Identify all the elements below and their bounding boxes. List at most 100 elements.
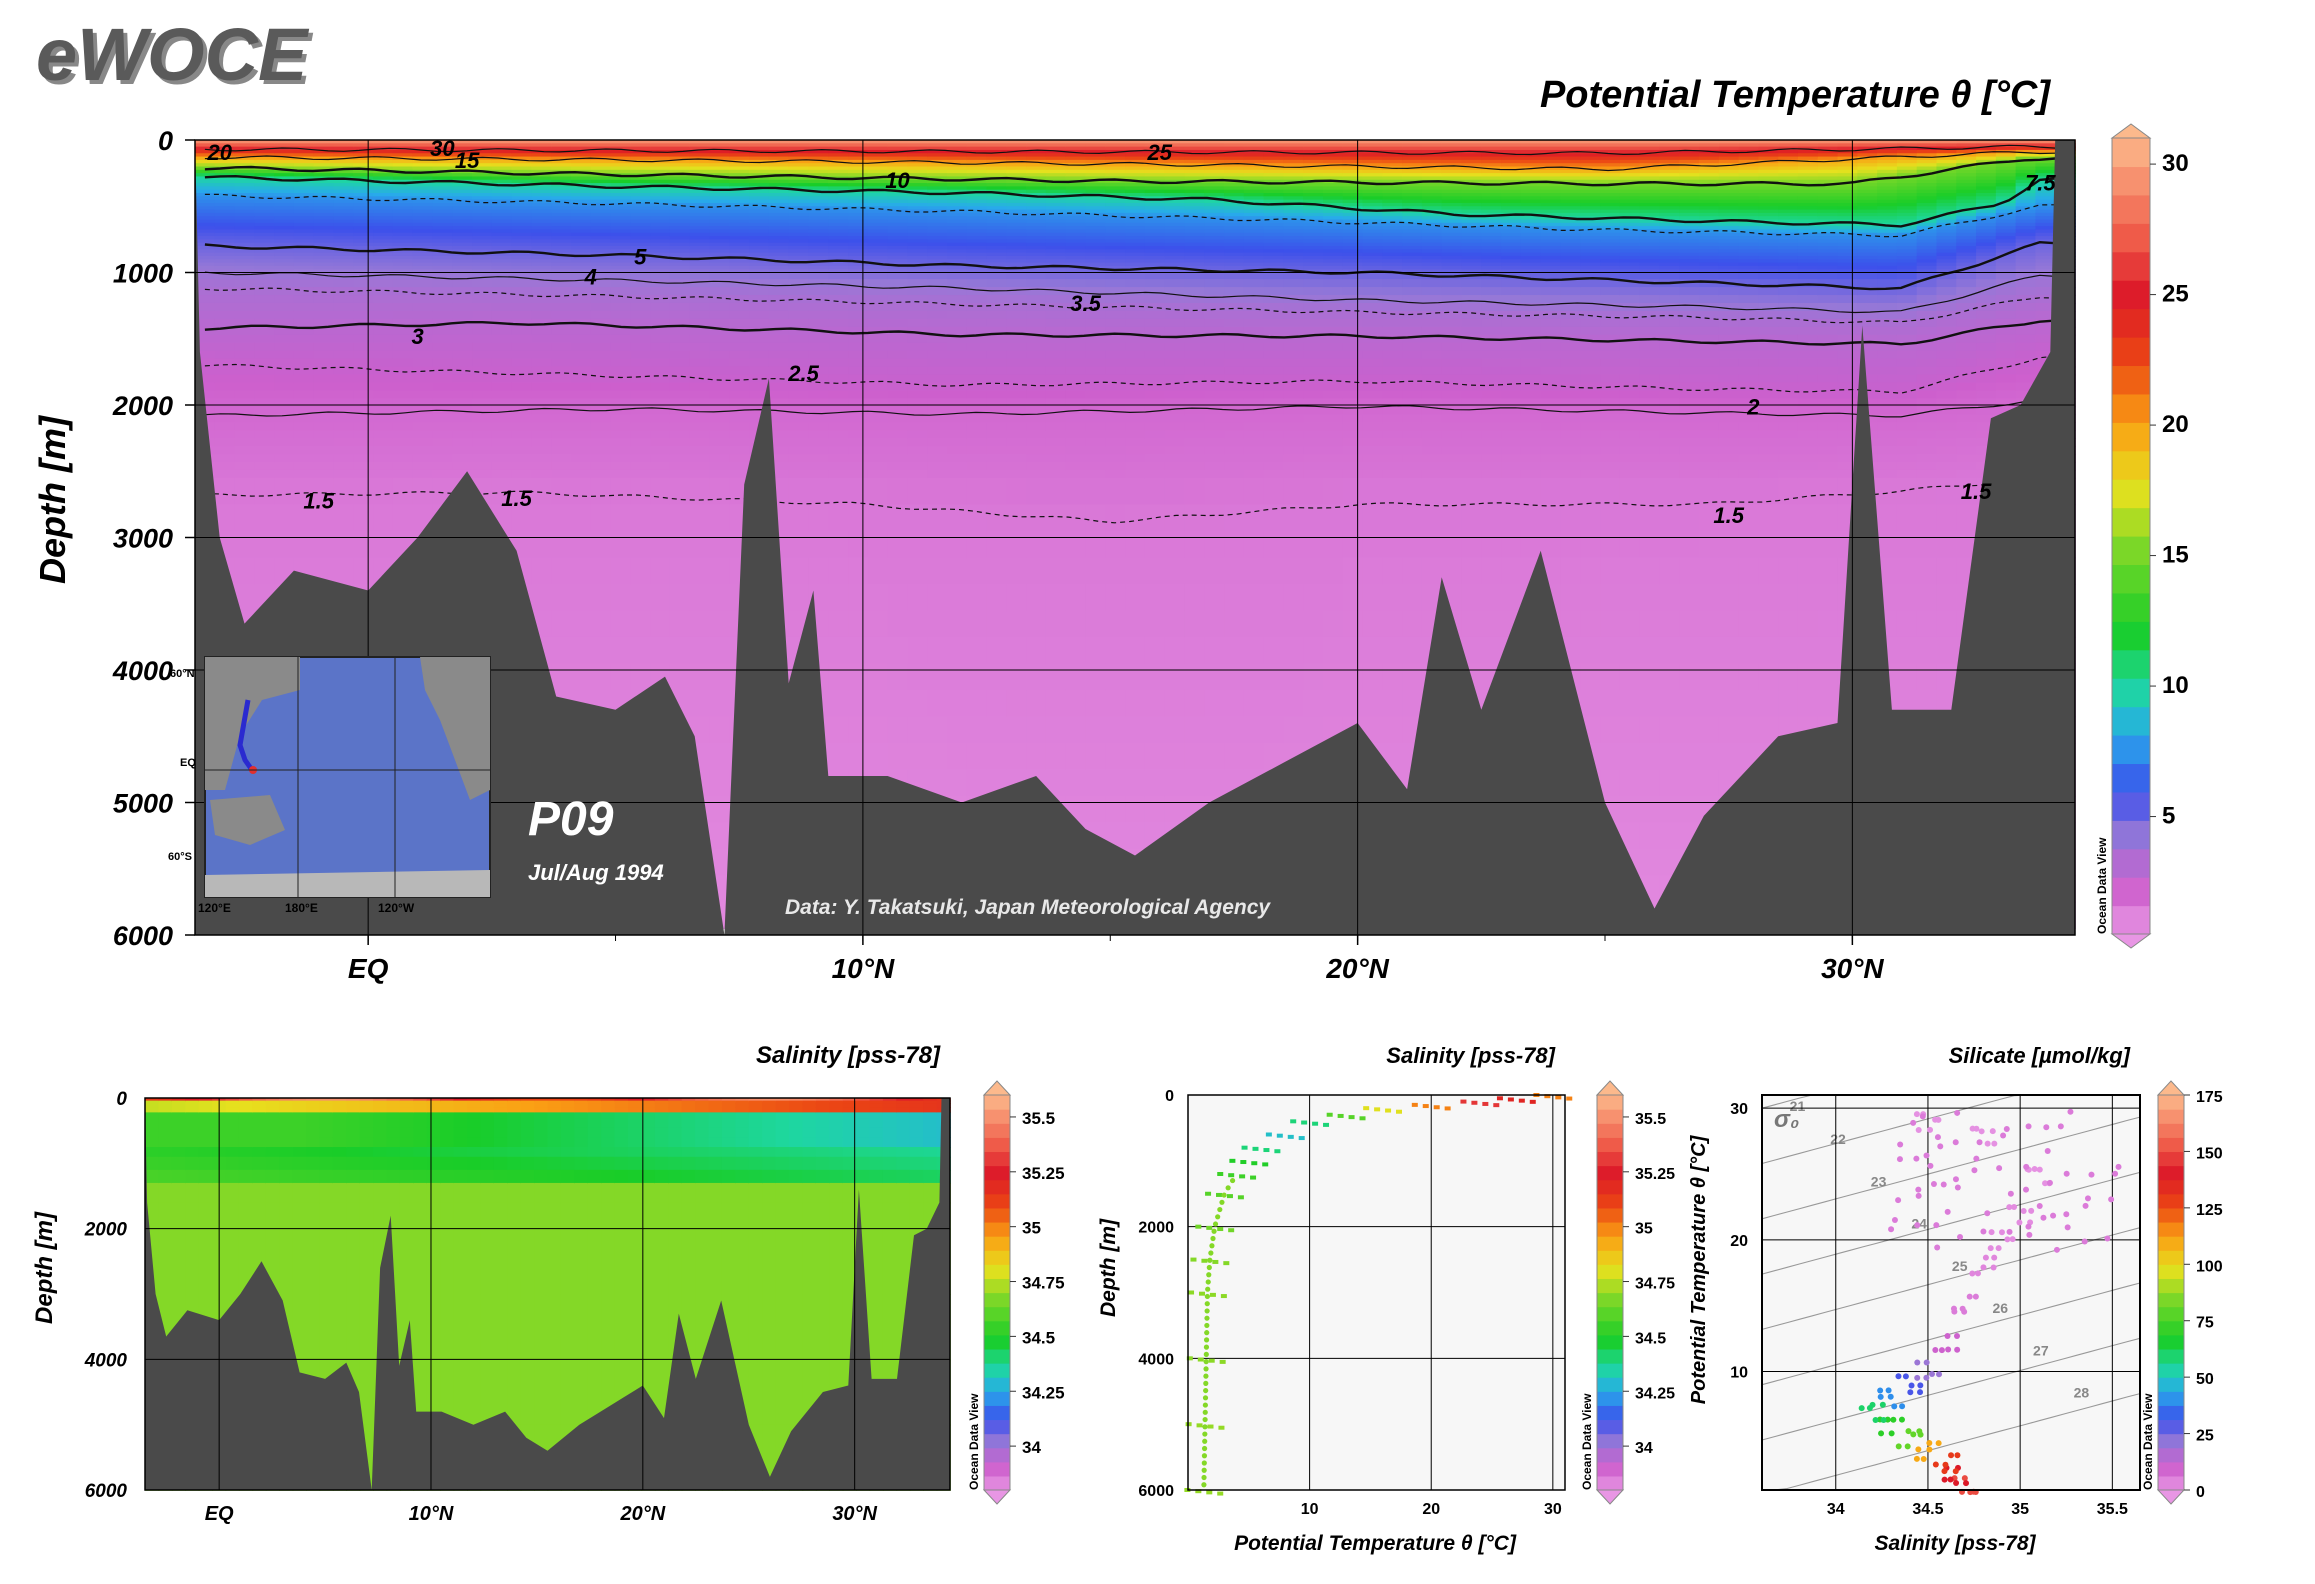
main-field-cell	[254, 232, 275, 237]
main-field-cell	[1283, 239, 1305, 244]
main-field-cell	[610, 269, 632, 274]
main-field-cell	[788, 477, 810, 506]
main-field-cell	[1026, 469, 1047, 479]
main-field-cell	[1184, 769, 1206, 797]
main-field-cell	[571, 196, 592, 201]
main-field-cell	[1164, 252, 1186, 257]
main-field-cell	[1065, 414, 1087, 424]
main-field-cell	[1342, 302, 1364, 312]
main-field-cell	[848, 229, 869, 234]
main-field-cell	[887, 269, 909, 274]
main-field-cell	[867, 202, 889, 208]
main-field-cell	[1065, 226, 1087, 231]
main-field-cell	[1323, 398, 1344, 408]
main-field-cell	[1362, 636, 1384, 665]
main-field-cell	[1006, 252, 1027, 257]
main-field-cell	[966, 149, 988, 155]
main-field-cell	[1026, 149, 1047, 155]
main-field-cell	[1045, 742, 1067, 771]
main-field-cell	[1323, 176, 1344, 181]
main-field-cell	[927, 287, 948, 296]
main-field-cell	[947, 398, 968, 408]
main-field-cell	[1144, 252, 1166, 257]
main-field-cell	[1164, 146, 1186, 151]
main-field-cell	[491, 342, 513, 352]
main-field-cell	[392, 366, 414, 376]
main-field-cell	[966, 302, 988, 312]
main-field-cell	[313, 229, 335, 234]
main-field-cell	[1065, 318, 1087, 328]
main-field-cell	[907, 232, 929, 237]
main-field-cell	[1303, 326, 1324, 336]
main-field-cell	[333, 212, 355, 217]
main-field-cell	[1125, 140, 1146, 145]
main-field-cell	[669, 212, 691, 217]
main-field-cell	[927, 219, 948, 224]
main-field-cell	[1105, 206, 1126, 211]
main-field-cell	[986, 183, 1008, 188]
main-field-cell	[1263, 140, 1285, 145]
main-field-cell	[1006, 302, 1027, 312]
main-field-cell	[214, 398, 236, 408]
main-field-cell	[986, 149, 1008, 155]
main-field-cell	[1045, 193, 1067, 198]
main-field-cell	[749, 310, 770, 320]
main-field-cell	[887, 186, 909, 191]
main-field-cell	[749, 272, 770, 280]
main-field-cell	[650, 199, 671, 204]
main-field-cell	[927, 176, 948, 181]
main-field-cell	[313, 265, 335, 270]
main-field-cell	[1105, 262, 1126, 267]
main-field-cell	[650, 242, 671, 247]
main-field-cell	[1283, 242, 1305, 247]
main-field-cell	[630, 366, 651, 376]
main-field-cell	[1144, 422, 1166, 431]
main-field-cell	[531, 504, 553, 532]
main-field-cell	[254, 454, 275, 463]
main-field-cell	[472, 287, 493, 296]
main-field-cell	[254, 350, 275, 360]
main-field-cell	[610, 366, 632, 376]
main-field-cell	[491, 193, 513, 198]
main-field-cell	[511, 232, 533, 237]
main-field-cell	[1164, 259, 1186, 264]
main-field-cell	[1026, 255, 1047, 261]
main-field-cell	[1164, 140, 1186, 145]
main-field-cell	[333, 469, 355, 479]
main-field-cell	[1105, 229, 1126, 234]
main-field-cell	[293, 310, 315, 320]
main-field-cell	[392, 318, 414, 328]
main-field-cell	[531, 222, 553, 227]
main-field-cell	[571, 229, 592, 234]
main-field-cell	[511, 469, 533, 479]
main-field-cell	[1065, 295, 1087, 304]
main-field-cell	[1362, 406, 1384, 416]
main-field-cell	[788, 183, 810, 188]
main-field-cell	[392, 229, 414, 234]
main-field-cell	[966, 279, 988, 288]
main-field-cell	[808, 430, 830, 439]
main-field-cell	[1105, 310, 1126, 320]
main-field-cell	[788, 193, 810, 198]
main-field-cell	[1045, 189, 1067, 194]
main-field-cell	[966, 530, 988, 559]
main-field-cell	[531, 212, 553, 217]
main-field-cell	[1303, 193, 1324, 198]
main-field-cell	[1026, 610, 1047, 638]
main-field-cell	[729, 302, 750, 312]
main-field-cell	[867, 255, 889, 261]
main-field-cell	[392, 202, 414, 208]
main-field-cell	[986, 398, 1008, 408]
main-field-cell	[669, 159, 691, 164]
main-field-cell	[373, 530, 394, 559]
main-field-cell	[1323, 206, 1344, 211]
main-field-cell	[1323, 239, 1344, 244]
main-field-cell	[966, 242, 988, 247]
main-field-cell	[472, 236, 493, 241]
main-field-cell	[1144, 334, 1166, 344]
main-field-cell	[1303, 239, 1324, 244]
main-field-cell	[828, 366, 849, 376]
main-field-cell	[214, 334, 236, 344]
main-field-cell	[947, 689, 968, 718]
main-field-cell	[1065, 663, 1087, 691]
